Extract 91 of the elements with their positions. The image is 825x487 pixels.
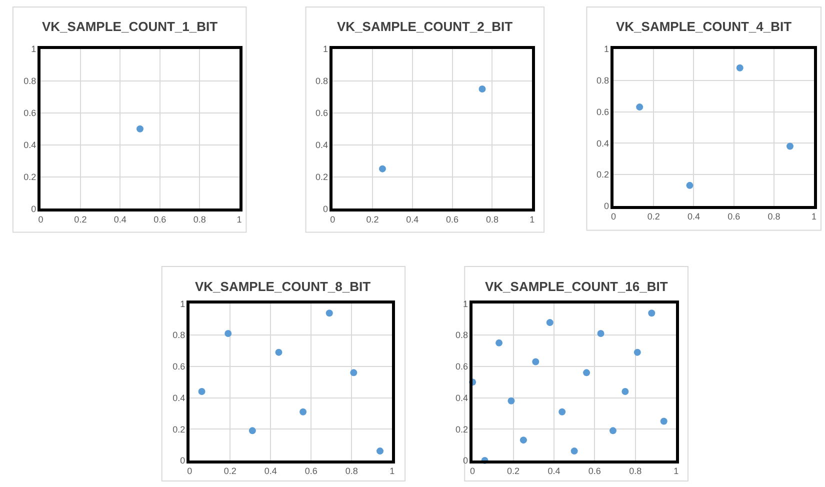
point bbox=[350, 369, 358, 376]
y-tick-label: 0.4 bbox=[24, 140, 36, 150]
y-tick-label: 0.4 bbox=[172, 392, 186, 403]
x-tick-label: 0.2 bbox=[74, 214, 87, 224]
x-tick-label: 1 bbox=[236, 214, 242, 224]
y-tick-label: 0.8 bbox=[172, 330, 186, 340]
y-tick-label: 0.4 bbox=[596, 138, 609, 148]
chart-title: VK_SAMPLE_COUNT_8_BIT bbox=[195, 279, 371, 294]
y-tick-label: 1 bbox=[31, 44, 36, 54]
point bbox=[520, 436, 527, 444]
y-tick-label: 0.2 bbox=[455, 424, 468, 434]
x-tick-label: 0.8 bbox=[193, 214, 206, 224]
x-tick-label: 0.6 bbox=[154, 214, 166, 224]
x-tick-label: 0.6 bbox=[446, 214, 459, 224]
x-tick-label: 0.2 bbox=[647, 211, 660, 222]
x-tick-label: 0.4 bbox=[114, 214, 126, 224]
x-tick-label: 0.4 bbox=[406, 214, 419, 224]
x-tick-label: 0.8 bbox=[768, 211, 780, 222]
x-tick-label: 0 bbox=[38, 214, 44, 224]
y-tick-label: 0.4 bbox=[455, 392, 468, 403]
point bbox=[597, 330, 604, 338]
x-tick-label: 1 bbox=[674, 466, 679, 476]
point bbox=[634, 348, 641, 356]
y-tick-label: 0.6 bbox=[455, 362, 468, 372]
point bbox=[583, 369, 590, 376]
y-tick-label: 0.8 bbox=[316, 76, 328, 86]
point bbox=[326, 310, 333, 317]
y-tick-label: 1 bbox=[604, 44, 609, 54]
chart-title: VK_SAMPLE_COUNT_2_BIT bbox=[337, 19, 513, 34]
x-tick-label: 0 bbox=[330, 214, 336, 224]
x-tick-label: 0 bbox=[611, 211, 616, 222]
point bbox=[622, 388, 629, 395]
y-tick-label: 0.2 bbox=[24, 172, 36, 182]
x-tick-label: 0.2 bbox=[507, 466, 520, 476]
chart-title: VK_SAMPLE_COUNT_16_BIT bbox=[485, 279, 668, 294]
x-tick-label: 0.8 bbox=[486, 214, 498, 224]
y-tick-label: 0 bbox=[323, 204, 328, 214]
y-tick-label: 0 bbox=[180, 456, 186, 466]
y-tick-label: 0.6 bbox=[24, 108, 36, 118]
y-tick-label: 1 bbox=[462, 298, 468, 309]
point bbox=[508, 397, 515, 404]
y-tick-label: 0.6 bbox=[172, 362, 186, 372]
point bbox=[248, 427, 256, 434]
point bbox=[198, 388, 206, 395]
x-tick-label: 1 bbox=[530, 214, 535, 224]
point bbox=[736, 64, 744, 72]
x-tick-label: 0.4 bbox=[264, 466, 277, 476]
x-tick-label: 0.8 bbox=[629, 466, 642, 476]
x-tick-label: 0.6 bbox=[304, 466, 318, 476]
y-tick-label: 0.2 bbox=[316, 172, 328, 182]
x-tick-label: 1 bbox=[812, 211, 817, 222]
point bbox=[786, 142, 794, 150]
point bbox=[496, 339, 503, 346]
point bbox=[686, 182, 694, 189]
y-tick-label: 0 bbox=[462, 456, 468, 466]
point bbox=[275, 348, 282, 356]
y-tick-label: 0.6 bbox=[316, 108, 328, 118]
point bbox=[300, 408, 307, 416]
point bbox=[609, 427, 616, 434]
point bbox=[648, 310, 656, 317]
point bbox=[570, 448, 578, 455]
y-tick-label: 0.8 bbox=[455, 330, 468, 340]
point bbox=[532, 358, 540, 366]
y-tick-label: 0.8 bbox=[24, 76, 36, 86]
x-tick-label: 0.8 bbox=[345, 466, 358, 476]
y-tick-label: 0.8 bbox=[596, 76, 609, 86]
y-tick-label: 0.2 bbox=[172, 424, 186, 434]
x-tick-label: 0.4 bbox=[687, 211, 700, 222]
x-tick-label: 0 bbox=[187, 466, 192, 476]
y-tick-label: 0.4 bbox=[316, 140, 328, 150]
point bbox=[224, 330, 232, 338]
x-tick-label: 0.4 bbox=[548, 466, 560, 476]
y-tick-label: 0 bbox=[604, 200, 609, 211]
y-tick-label: 1 bbox=[323, 44, 328, 54]
point bbox=[546, 319, 554, 326]
x-tick-label: 0 bbox=[470, 466, 476, 476]
y-tick-label: 1 bbox=[180, 298, 186, 309]
point bbox=[660, 418, 668, 425]
x-tick-label: 0.2 bbox=[224, 466, 236, 476]
y-tick-label: 0.6 bbox=[596, 106, 609, 117]
x-tick-label: 1 bbox=[390, 466, 395, 476]
chart-title: VK_SAMPLE_COUNT_1_BIT bbox=[42, 19, 218, 34]
point bbox=[636, 104, 644, 111]
chart-title: VK_SAMPLE_COUNT_4_BIT bbox=[616, 19, 792, 34]
x-tick-label: 0.6 bbox=[588, 466, 601, 476]
y-tick-label: 0.2 bbox=[596, 170, 609, 180]
x-tick-label: 0.6 bbox=[728, 211, 740, 222]
point bbox=[376, 448, 384, 455]
point bbox=[558, 408, 566, 416]
y-tick-label: 0 bbox=[31, 204, 36, 214]
x-tick-label: 0.2 bbox=[366, 214, 379, 224]
